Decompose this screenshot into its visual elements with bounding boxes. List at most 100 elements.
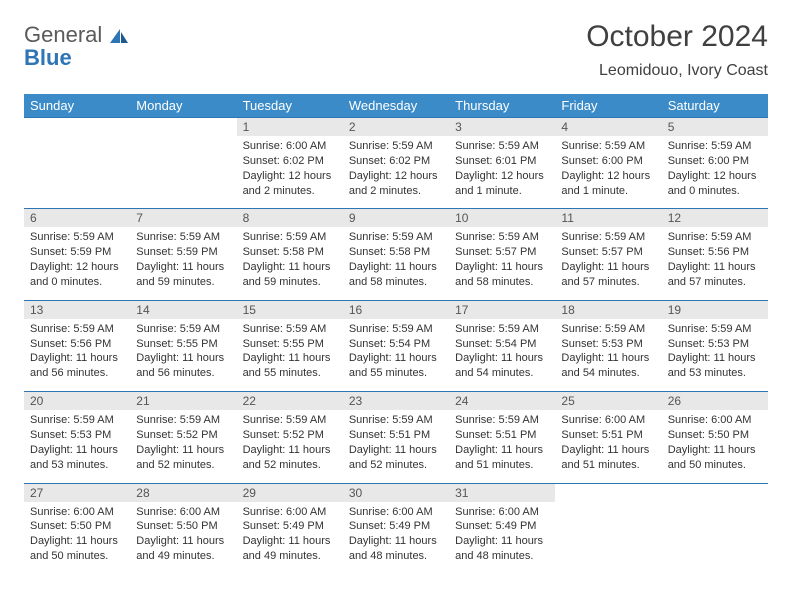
cell-line: Sunset: 5:56 PM [30,337,124,352]
day-number-cell: 13 [24,301,130,319]
day-data-cell [555,502,661,574]
cell-line: Daylight: 11 hours [243,443,337,458]
cell-line: Sunset: 5:50 PM [30,519,124,534]
cell-line: Sunset: 5:52 PM [243,428,337,443]
day-number-cell: 19 [662,301,768,319]
cell-line: Daylight: 11 hours [243,260,337,275]
cell-line: and 50 minutes. [668,458,762,473]
day-data-cell: Sunrise: 5:59 AMSunset: 6:02 PMDaylight:… [343,136,449,209]
cell-line: Sunset: 5:49 PM [349,519,443,534]
day-data-cell: Sunrise: 5:59 AMSunset: 5:55 PMDaylight:… [130,319,236,392]
day-number-cell: 25 [555,392,661,410]
day-number-cell: 24 [449,392,555,410]
logo-word-blue: Blue [24,45,72,70]
month-title: October 2024 [586,20,768,54]
day-number-cell: 22 [237,392,343,410]
cell-line: and 59 minutes. [243,275,337,290]
cell-line: Daylight: 12 hours [455,169,549,184]
cell-line: Sunrise: 5:59 AM [455,139,549,154]
cell-line: Daylight: 11 hours [30,534,124,549]
day-data-row: Sunrise: 5:59 AMSunset: 5:59 PMDaylight:… [24,227,768,300]
day-number-row: 12345 [24,118,768,136]
day-header-row: SundayMondayTuesdayWednesdayThursdayFrid… [24,94,768,118]
cell-line: Sunrise: 6:00 AM [243,505,337,520]
cell-line: Daylight: 11 hours [136,351,230,366]
day-data-row: Sunrise: 5:59 AMSunset: 5:56 PMDaylight:… [24,319,768,392]
day-number-cell [662,484,768,502]
cell-line: Sunrise: 5:59 AM [136,413,230,428]
cell-line: Daylight: 11 hours [561,260,655,275]
day-data-cell [662,502,768,574]
cell-line: and 48 minutes. [349,549,443,564]
title-block: October 2024 Leomidouo, Ivory Coast [586,20,768,80]
cell-line: Daylight: 11 hours [349,534,443,549]
cell-line: and 55 minutes. [243,366,337,381]
cell-line: Daylight: 11 hours [455,534,549,549]
day-data-cell: Sunrise: 6:00 AMSunset: 5:50 PMDaylight:… [130,502,236,574]
day-data-cell: Sunrise: 5:59 AMSunset: 5:53 PMDaylight:… [555,319,661,392]
day-data-cell: Sunrise: 6:00 AMSunset: 5:50 PMDaylight:… [24,502,130,574]
day-number-cell: 23 [343,392,449,410]
day-number-cell: 29 [237,484,343,502]
cell-line: and 54 minutes. [561,366,655,381]
cell-line: Sunrise: 5:59 AM [561,139,655,154]
day-data-cell: Sunrise: 5:59 AMSunset: 5:52 PMDaylight:… [237,410,343,483]
cell-line: Sunrise: 5:59 AM [349,413,443,428]
cell-line: Daylight: 11 hours [455,260,549,275]
cell-line: Sunrise: 6:00 AM [136,505,230,520]
day-number-cell: 14 [130,301,236,319]
cell-line: Sunrise: 6:00 AM [668,413,762,428]
cell-line: and 51 minutes. [561,458,655,473]
cell-line: and 2 minutes. [243,184,337,199]
day-data-cell: Sunrise: 6:00 AMSunset: 5:51 PMDaylight:… [555,410,661,483]
cell-line: Daylight: 11 hours [455,443,549,458]
cell-line: Daylight: 11 hours [668,260,762,275]
day-data-cell: Sunrise: 5:59 AMSunset: 6:00 PMDaylight:… [662,136,768,209]
day-data-cell: Sunrise: 6:00 AMSunset: 5:49 PMDaylight:… [449,502,555,574]
cell-line: Daylight: 11 hours [561,443,655,458]
cell-line: Sunset: 5:51 PM [349,428,443,443]
day-header: Tuesday [237,94,343,118]
day-number-cell: 17 [449,301,555,319]
day-data-cell: Sunrise: 5:59 AMSunset: 6:00 PMDaylight:… [555,136,661,209]
day-data-cell: Sunrise: 5:59 AMSunset: 5:53 PMDaylight:… [662,319,768,392]
cell-line: Sunset: 6:01 PM [455,154,549,169]
cell-line: and 50 minutes. [30,549,124,564]
cell-line: Sunrise: 5:59 AM [668,322,762,337]
day-number-cell: 9 [343,209,449,227]
cell-line: Sunset: 5:56 PM [668,245,762,260]
cell-line: and 49 minutes. [243,549,337,564]
cell-line: Sunrise: 5:59 AM [136,322,230,337]
cell-line: Sunset: 5:51 PM [455,428,549,443]
cell-line: Sunrise: 5:59 AM [136,230,230,245]
cell-line: Sunrise: 6:00 AM [455,505,549,520]
day-header: Friday [555,94,661,118]
day-data-cell: Sunrise: 5:59 AMSunset: 5:58 PMDaylight:… [237,227,343,300]
cell-line: Sunset: 5:49 PM [455,519,549,534]
calendar-table: SundayMondayTuesdayWednesdayThursdayFrid… [24,94,768,574]
cell-line: Sunset: 5:53 PM [668,337,762,352]
day-header: Monday [130,94,236,118]
cell-line: Sunset: 5:55 PM [136,337,230,352]
day-data-cell: Sunrise: 6:00 AMSunset: 6:02 PMDaylight:… [237,136,343,209]
cell-line: Sunrise: 5:59 AM [349,230,443,245]
day-number-cell: 3 [449,118,555,136]
day-number-cell: 10 [449,209,555,227]
day-number-cell: 16 [343,301,449,319]
day-number-cell [130,118,236,136]
cell-line: Sunset: 5:52 PM [136,428,230,443]
day-data-cell: Sunrise: 5:59 AMSunset: 5:59 PMDaylight:… [24,227,130,300]
cell-line: Sunset: 6:00 PM [561,154,655,169]
cell-line: and 0 minutes. [668,184,762,199]
day-data-cell: Sunrise: 5:59 AMSunset: 5:57 PMDaylight:… [555,227,661,300]
cell-line: Daylight: 11 hours [349,443,443,458]
cell-line: and 57 minutes. [561,275,655,290]
day-header: Wednesday [343,94,449,118]
day-data-cell: Sunrise: 5:59 AMSunset: 5:57 PMDaylight:… [449,227,555,300]
cell-line: Daylight: 11 hours [668,351,762,366]
cell-line: Sunset: 6:02 PM [349,154,443,169]
cell-line: Daylight: 11 hours [30,351,124,366]
day-data-cell: Sunrise: 5:59 AMSunset: 5:52 PMDaylight:… [130,410,236,483]
sail-icon [109,28,129,44]
cell-line: Sunset: 5:50 PM [668,428,762,443]
